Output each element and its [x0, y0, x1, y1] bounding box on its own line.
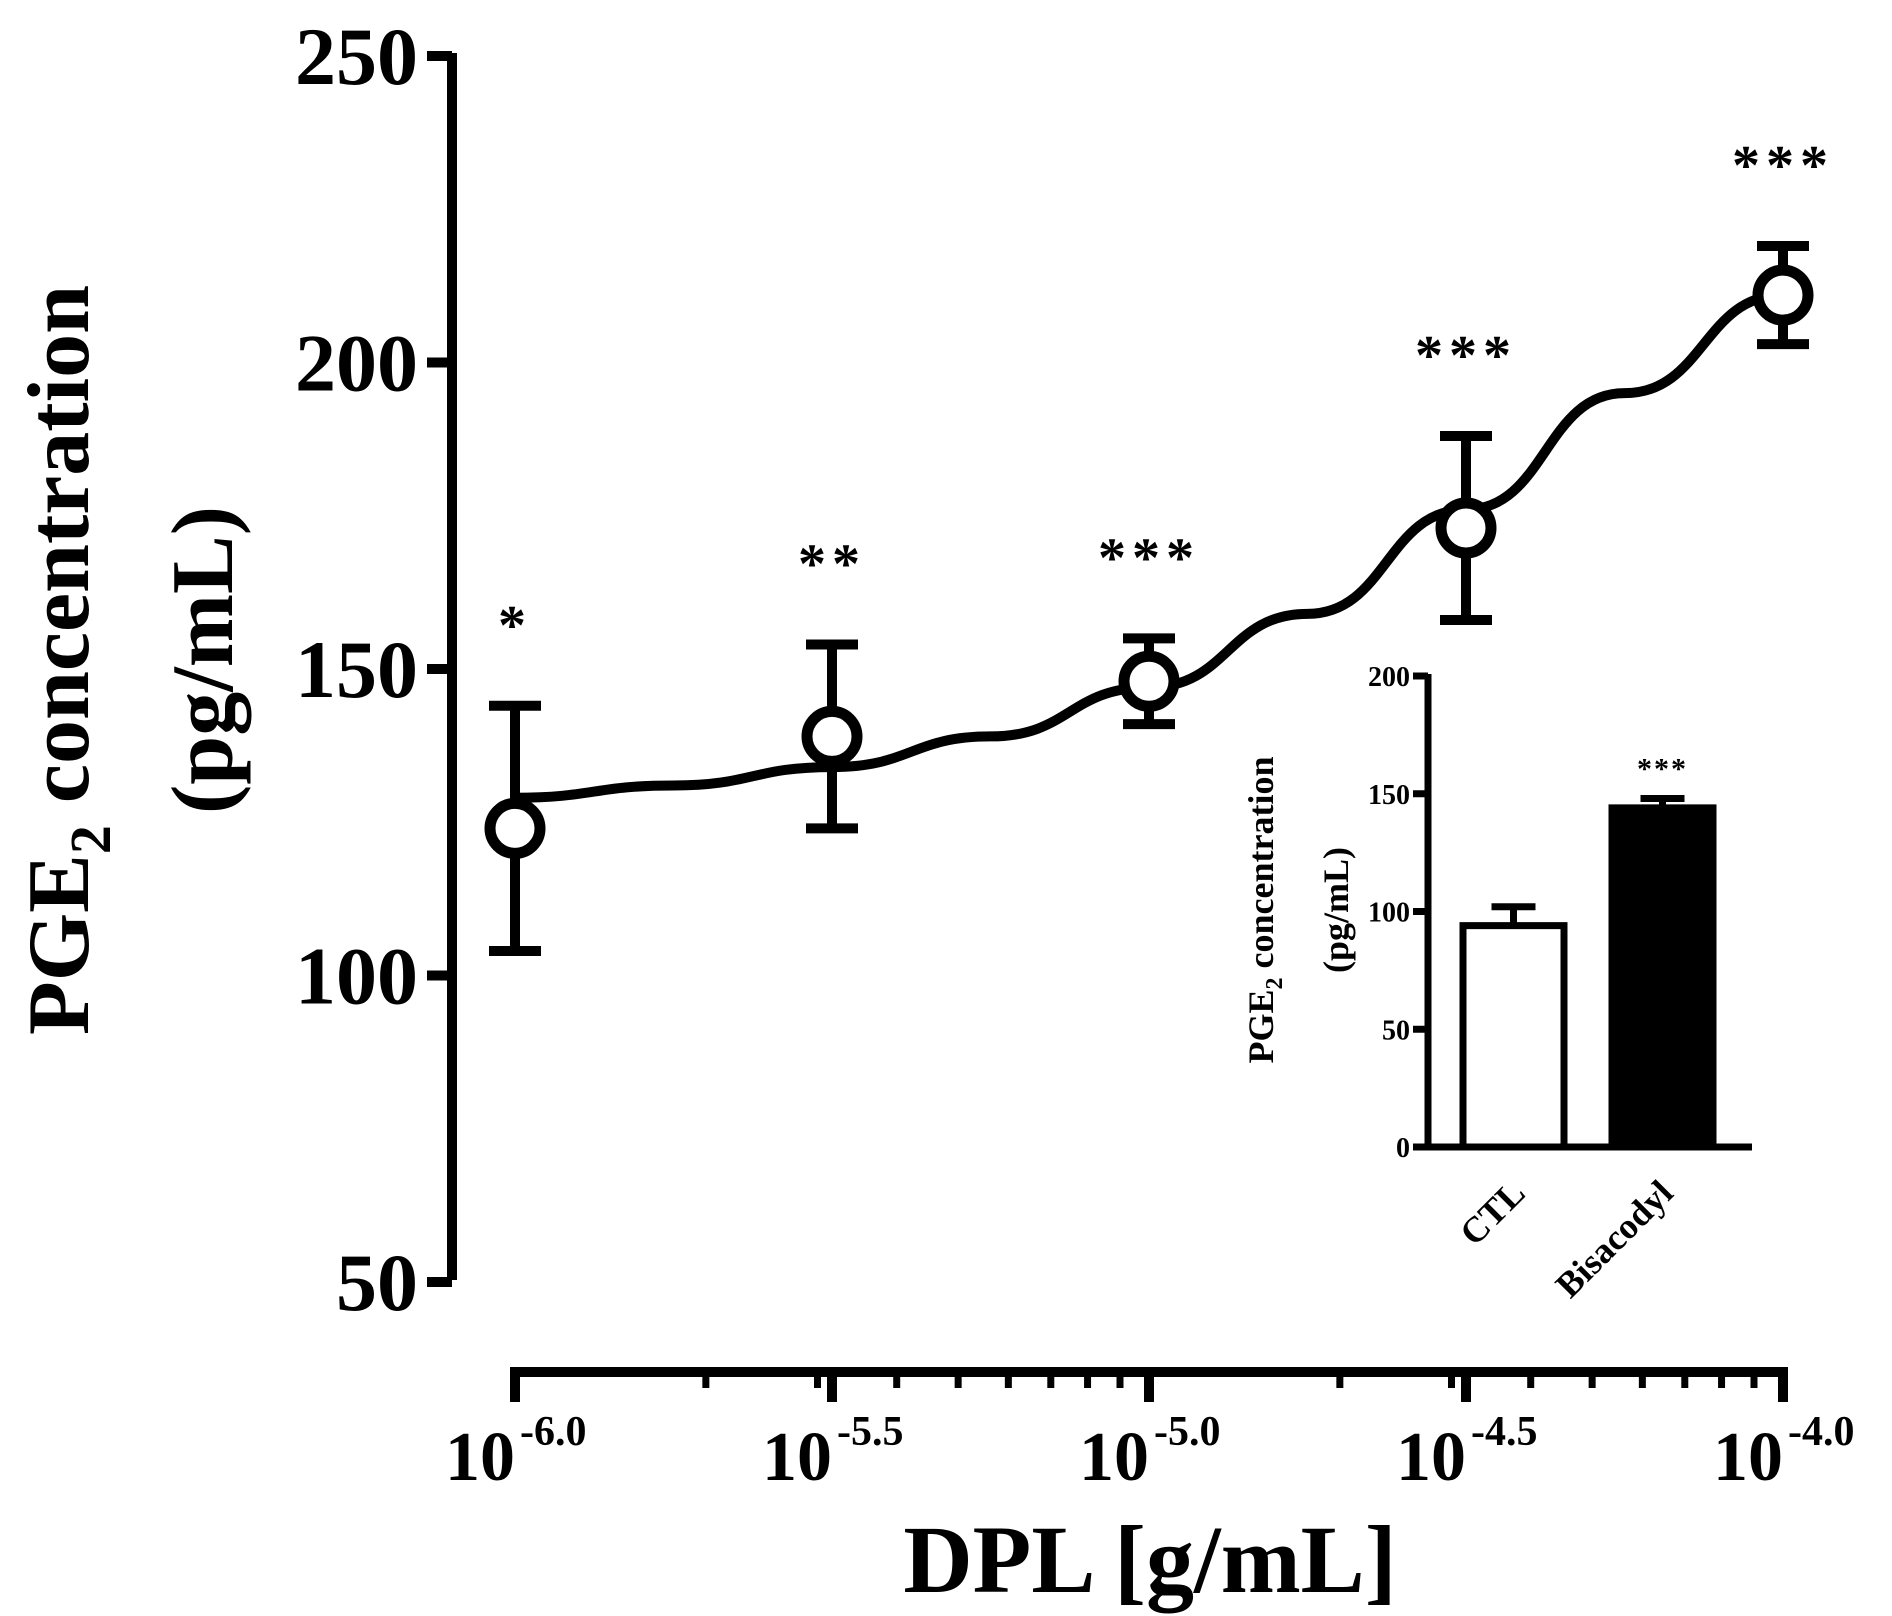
inset-bar-bisacodyl — [1608, 804, 1717, 1151]
inset-y-tick-label-3: 150 — [1368, 780, 1410, 811]
main-y-tick-label-3: 200 — [295, 318, 418, 409]
main-y-axis-title-line2: (pg/mL) — [155, 506, 252, 814]
x-tick-label-4-exp: -4.5 — [1471, 1409, 1538, 1455]
x-tick-label-4: 10 — [1396, 1419, 1466, 1496]
inset-category-label-bisacodyl: Bisacodyl — [1548, 1172, 1681, 1305]
data-points: *** ********* — [484, 135, 1834, 956]
x-tick-label-5-exp: -4.0 — [1788, 1409, 1855, 1455]
data-point-3 — [1435, 497, 1497, 559]
data-point-4 — [1752, 264, 1814, 326]
inset-y-axis-title-line2: (pg/mL) — [1316, 847, 1356, 973]
inset-y-tick-label-1: 50 — [1382, 1015, 1410, 1046]
significance-label-1: ** — [798, 533, 866, 595]
x-tick-label-3: 10 — [1079, 1419, 1149, 1496]
data-point-1 — [801, 705, 863, 767]
inset-y-axis-title-line1: PGE2 concentration — [1241, 757, 1288, 1064]
data-point-0 — [484, 797, 546, 859]
inset-category-label-ctl: CTL — [1452, 1172, 1533, 1253]
inset-y-tick-label-4: 200 — [1368, 662, 1410, 693]
main-x-axis-title: DPL [g/mL] — [903, 1506, 1396, 1613]
main-x-ticks: 10 -6.0 10 -5.5 10 -5.0 10 -4.5 10 -4.0 — [445, 1372, 1855, 1496]
main-x-minor-ticks — [702, 1372, 1758, 1388]
significance-label-4: *** — [1732, 135, 1834, 197]
main-y-tick-label-2: 150 — [295, 624, 418, 715]
inset-y-tick-label-0: 0 — [1396, 1133, 1410, 1164]
main-y-axis-title-line1: PGE2 concentration — [11, 285, 123, 1035]
inset-y-tick-label-2: 100 — [1368, 898, 1410, 929]
significance-label-3: *** — [1415, 325, 1517, 387]
main-y-ticks: 50 100 150 200 250 — [295, 11, 452, 1328]
data-point-2 — [1118, 650, 1180, 712]
x-tick-label-3-exp: -5.0 — [1154, 1409, 1221, 1455]
x-tick-label-1: 10 — [445, 1419, 515, 1496]
main-y-tick-label-0: 50 — [336, 1237, 418, 1328]
main-y-tick-label-4: 250 — [295, 11, 418, 102]
main-y-tick-label-1: 100 — [295, 931, 418, 1022]
inset-y-ticks: 0 50 100 150 200 — [1368, 662, 1428, 1164]
x-tick-label-2-exp: -5.5 — [837, 1409, 904, 1455]
x-tick-label-2: 10 — [762, 1419, 832, 1496]
significance-label-0: * — [498, 595, 532, 657]
fit-curve — [514, 290, 1784, 803]
inset-bars: *** — [1459, 752, 1717, 1151]
significance-label-2: *** — [1098, 527, 1200, 589]
x-tick-label-1-exp: -6.0 — [520, 1409, 587, 1455]
inset-significance-label-1: *** — [1637, 752, 1688, 785]
inset-bar-chart: 0 50 100 150 200 *** CTL Bisacodyl PGE2 conc… — [1241, 662, 1752, 1305]
x-tick-label-5: 10 — [1713, 1419, 1783, 1496]
inset-bar-ctl — [1459, 922, 1568, 1151]
